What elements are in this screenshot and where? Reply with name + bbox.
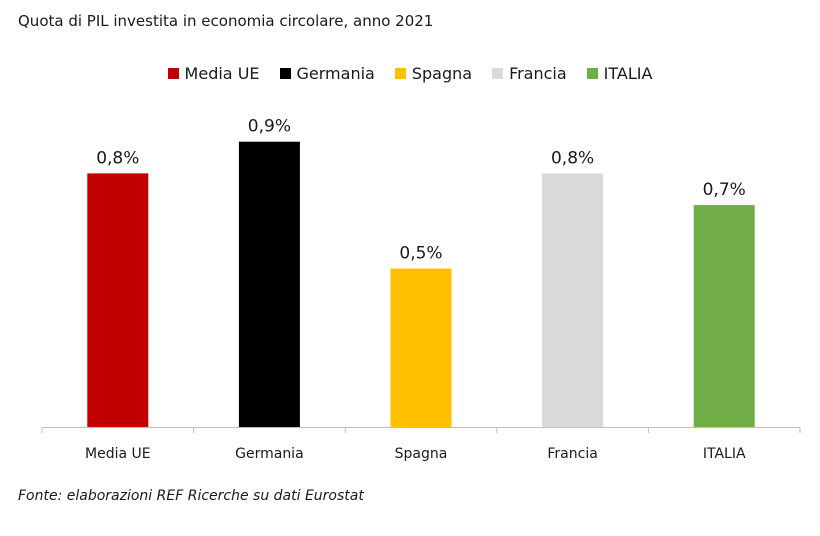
data-label-spagna: 0,5% [399,244,442,264]
data-label-francia: 0,8% [551,148,594,168]
legend-swatch [492,68,504,79]
x-tick-label-italia: ITALIA [703,446,746,462]
legend-swatch [394,68,406,79]
bar-francia [542,173,604,427]
bar-spagna [390,268,452,427]
legend-swatch [586,68,598,79]
legend: Media UE Germania Spagna Francia ITALIA [0,64,820,83]
legend-label: Germania [296,64,375,83]
legend-item-italia: ITALIA [586,64,653,83]
legend-label: Media UE [184,64,260,83]
legend-item-germania: Germania [279,64,375,83]
chart-title: Quota di PIL investita in economia circo… [18,12,434,30]
legend-item-francia: Francia [492,64,567,83]
x-tick-label-germania: Germania [235,446,304,462]
legend-item-media-ue: Media UE [167,64,260,83]
legend-item-spagna: Spagna [394,64,473,83]
bar-media-ue [87,173,149,427]
legend-swatch [279,68,291,79]
bar-italia [693,205,755,427]
legend-label: Spagna [411,64,473,83]
legend-swatch [167,68,179,79]
legend-label: Francia [509,64,567,83]
x-tick-label-media-ue: Media UE [85,446,151,462]
data-label-italia: 0,7% [703,180,746,200]
x-tick-label-francia: Francia [547,446,597,462]
data-label-germania: 0,9% [248,117,291,137]
data-label-media-ue: 0,8% [96,148,139,168]
legend-label: ITALIA [603,64,653,83]
x-tick-label-spagna: Spagna [395,446,448,462]
bar-germania [238,141,300,427]
source-note: Fonte: elaborazioni REF Ricerche su dati… [18,488,364,504]
